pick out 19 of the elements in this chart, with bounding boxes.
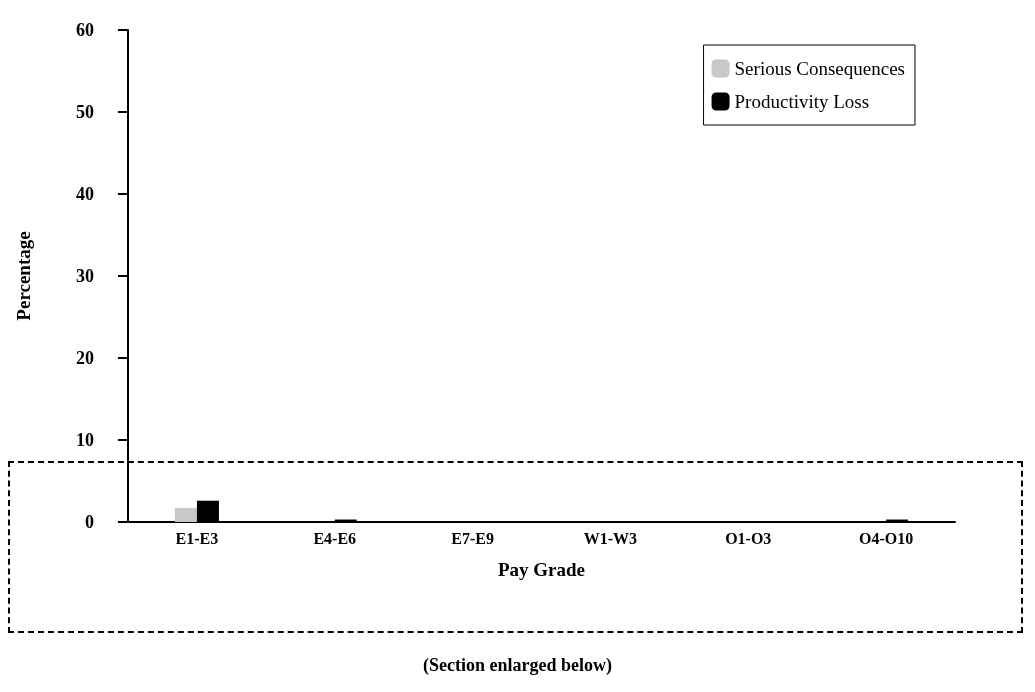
y-tick-label: 60 bbox=[76, 20, 94, 40]
y-tick-label: 50 bbox=[76, 102, 94, 122]
x-tick-label: E4-E6 bbox=[313, 529, 357, 547]
bar bbox=[174, 508, 197, 522]
x-tick-label: O4-O10 bbox=[858, 529, 914, 547]
y-tick-label: 0 bbox=[85, 512, 94, 532]
x-tick-label: W1-W3 bbox=[583, 529, 638, 547]
y-tick-label: 40 bbox=[76, 184, 94, 204]
y-axis-title: Percentage bbox=[13, 231, 34, 321]
y-tick-label: 30 bbox=[76, 266, 94, 286]
x-tick-label: E1-E3 bbox=[175, 529, 219, 547]
legend-label: Serious Consequences bbox=[734, 58, 906, 79]
y-tick-label: 20 bbox=[76, 348, 94, 368]
legend-label: Productivity Loss bbox=[734, 91, 870, 112]
x-axis-title: Pay Grade bbox=[497, 559, 586, 580]
text: (Section enlarged below) bbox=[422, 655, 613, 676]
x-tick-label: E7-E9 bbox=[451, 529, 494, 547]
x-tick-label: O1-O3 bbox=[725, 529, 772, 547]
y-tick-label: 10 bbox=[76, 430, 94, 450]
